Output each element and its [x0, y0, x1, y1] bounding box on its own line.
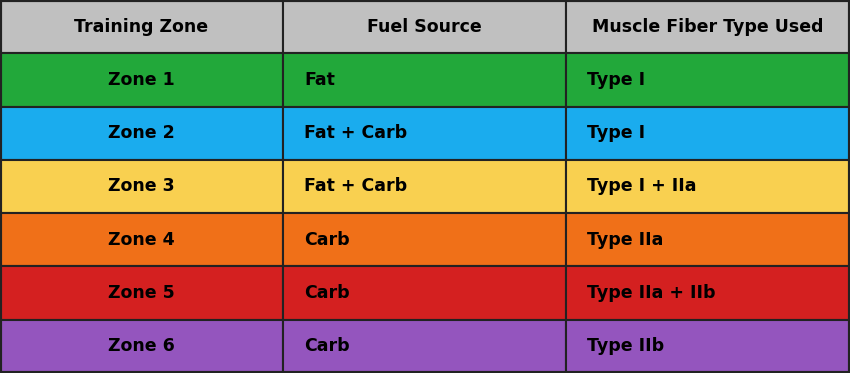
- Bar: [566, 107, 850, 160]
- Text: Fat + Carb: Fat + Carb: [304, 178, 407, 195]
- Text: Carb: Carb: [304, 231, 350, 249]
- Text: Zone 5: Zone 5: [108, 284, 175, 302]
- Bar: [0, 0, 283, 53]
- Bar: [566, 266, 850, 320]
- Bar: [0, 107, 283, 160]
- Bar: [283, 53, 566, 107]
- Text: Type I: Type I: [587, 71, 645, 89]
- Text: Zone 3: Zone 3: [108, 178, 175, 195]
- Text: Training Zone: Training Zone: [75, 18, 208, 36]
- Bar: [566, 320, 850, 373]
- Bar: [0, 53, 283, 107]
- Text: Type IIa: Type IIa: [587, 231, 664, 249]
- Bar: [283, 0, 566, 53]
- Text: Fuel Source: Fuel Source: [367, 18, 482, 36]
- Bar: [566, 0, 850, 53]
- Text: Type I: Type I: [587, 124, 645, 142]
- Text: Zone 1: Zone 1: [108, 71, 175, 89]
- Bar: [0, 320, 283, 373]
- Text: Zone 4: Zone 4: [108, 231, 175, 249]
- Text: Fat + Carb: Fat + Carb: [304, 124, 407, 142]
- Text: Zone 2: Zone 2: [108, 124, 175, 142]
- Text: Type IIa + IIb: Type IIa + IIb: [587, 284, 716, 302]
- Bar: [0, 160, 283, 213]
- Text: Carb: Carb: [304, 284, 350, 302]
- Bar: [283, 107, 566, 160]
- Bar: [566, 160, 850, 213]
- Text: Type IIb: Type IIb: [587, 337, 665, 355]
- Bar: [283, 213, 566, 266]
- Bar: [283, 320, 566, 373]
- Text: Fat: Fat: [304, 71, 335, 89]
- Bar: [283, 266, 566, 320]
- Bar: [0, 266, 283, 320]
- Bar: [0, 213, 283, 266]
- Bar: [566, 53, 850, 107]
- Text: Type I + IIa: Type I + IIa: [587, 178, 697, 195]
- Text: Zone 6: Zone 6: [108, 337, 175, 355]
- Bar: [566, 213, 850, 266]
- Text: Muscle Fiber Type Used: Muscle Fiber Type Used: [592, 18, 824, 36]
- Bar: [283, 160, 566, 213]
- Text: Carb: Carb: [304, 337, 350, 355]
